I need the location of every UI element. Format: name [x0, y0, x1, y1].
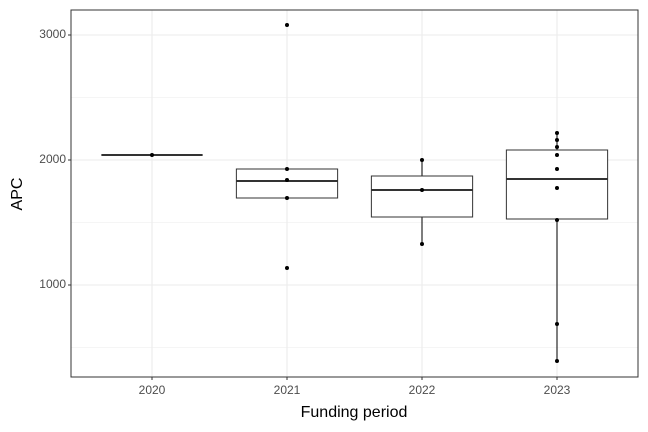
point [555, 359, 559, 363]
box [505, 149, 609, 220]
point [555, 145, 559, 149]
point [285, 178, 289, 182]
point [555, 131, 559, 135]
point [150, 153, 154, 157]
x-tick-label: 2023 [544, 383, 571, 397]
point [285, 266, 289, 270]
point [555, 322, 559, 326]
point [285, 167, 289, 171]
point [555, 167, 559, 171]
y-tick-label: 2000 [39, 152, 66, 166]
y-tick-label: 3000 [39, 27, 66, 41]
panel-border [70, 9, 639, 378]
x-axis-label: Funding period [301, 404, 408, 421]
point [555, 153, 559, 157]
y-axis-label: APC [9, 178, 26, 211]
x-tick-label: 2021 [274, 383, 301, 397]
x-tick-label: 2020 [139, 383, 166, 397]
box [235, 168, 339, 199]
point [420, 188, 424, 192]
point [420, 158, 424, 162]
box [370, 175, 474, 218]
point [420, 242, 424, 246]
point [555, 218, 559, 222]
point [285, 23, 289, 27]
x-tick-label: 2022 [409, 383, 436, 397]
y-tick-label: 1000 [39, 277, 66, 291]
point [555, 186, 559, 190]
point [285, 196, 289, 200]
point [555, 138, 559, 142]
